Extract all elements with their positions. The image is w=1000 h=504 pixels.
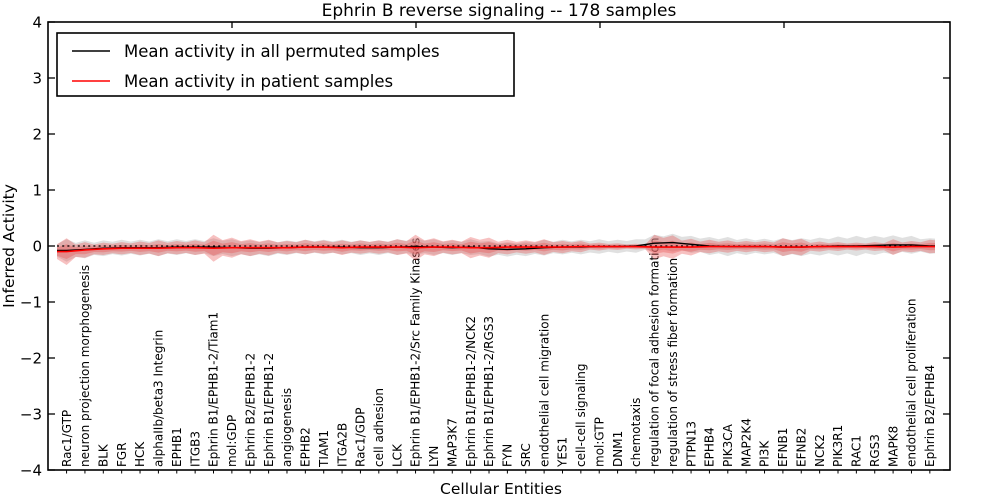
x-category-label: DNM1 — [611, 431, 625, 467]
y-tick-label: −3 — [20, 406, 42, 424]
x-category-label: SRC — [519, 443, 533, 467]
x-category-label: Ephrin B1/EPHB1-2/NCK2 — [464, 316, 478, 467]
x-category-label: EPHB2 — [299, 427, 313, 467]
x-category-label: Ephrin B1/EPHB1-2 — [262, 353, 276, 467]
x-category-label: ITGB3 — [188, 431, 202, 467]
y-tick-labels: 4 3 2 1 0 −1 −2 −3 −4 — [20, 14, 42, 480]
legend-label-patient: Mean activity in patient samples — [124, 72, 393, 91]
x-category-label: neuron projection morphogenesis — [78, 265, 92, 467]
x-category-label: NCK2 — [813, 434, 827, 467]
x-category-label: ITGA2B — [335, 423, 349, 467]
x-category-label: angiogenesis — [280, 388, 294, 467]
x-category-label: PIK3R1 — [831, 425, 845, 467]
x-category-label: Rac1/GDP — [354, 408, 368, 467]
x-category-label: Ephrin B2/EPHB1-2 — [243, 353, 257, 467]
x-category-label: Ephrin B1/EPHB1-2/RGS3 — [482, 316, 496, 467]
y-tick-label: −4 — [20, 462, 42, 480]
x-category-label: Rac1/GTP — [60, 410, 74, 467]
x-category-label: Ephrin B1/EPHB1-2/Src Family Kinases — [409, 238, 423, 467]
x-category-label: EPHB4 — [703, 427, 717, 467]
y-axis-label: Inferred Activity — [0, 184, 18, 308]
x-category-label: MAP2K4 — [739, 418, 753, 467]
legend-box — [56, 32, 515, 97]
x-category-label: mol:GTP — [592, 417, 606, 467]
x-category-label: EFNB2 — [795, 428, 809, 467]
chart-title: Ephrin B reverse signaling -- 178 sample… — [322, 1, 677, 21]
x-category-label: PIK3CA — [721, 423, 735, 467]
legend-label-permuted: Mean activity in all permuted samples — [124, 42, 440, 61]
x-category-labels: Rac1/GTP neuron projection morphogenesis B… — [60, 238, 937, 468]
x-category-label: cell adhesion — [372, 388, 386, 467]
x-category-label: Ephrin B1/EPHB1-2/Tiam1 — [207, 312, 221, 467]
x-category-label: endothelial cell migration — [537, 314, 551, 467]
mean-lines — [57, 241, 935, 253]
x-category-label: cell-cell signaling — [574, 364, 588, 468]
x-category-label: LYN — [427, 446, 441, 467]
x-category-label: Ephrin B2/EPHB4 — [923, 365, 937, 467]
x-category-label: endothelial cell proliferation — [905, 299, 919, 467]
x-category-label: YES1 — [556, 437, 570, 468]
y-tick-label: 3 — [32, 70, 42, 88]
x-category-label: PI3K — [758, 440, 772, 467]
x-category-label: regulation of focal adhesion formation — [648, 238, 662, 467]
x-category-label: mol:GDP — [225, 415, 239, 467]
y-tick-label: −1 — [20, 294, 42, 312]
x-category-label: EPHB1 — [170, 427, 184, 467]
y-tick-label: 2 — [32, 126, 42, 144]
plot-frame — [47, 21, 951, 471]
x-category-label: MAP3K7 — [446, 418, 460, 467]
x-category-label: MAPK8 — [886, 426, 900, 467]
y-tick-label: 1 — [32, 182, 42, 200]
x-category-label: FGR — [115, 442, 129, 467]
y-tick-label: 4 — [32, 14, 42, 32]
legend: Mean activity in all permuted samples Me… — [56, 32, 515, 97]
x-category-label: PTPN13 — [684, 421, 698, 467]
x-category-label: regulation of stress fiber formation — [666, 258, 680, 467]
x-category-label: LCK — [390, 443, 404, 467]
x-axis-label: Cellular Entities — [440, 480, 562, 498]
x-category-label: EFNB1 — [776, 428, 790, 467]
x-category-label: FYN — [501, 444, 515, 467]
x-category-label: BLK — [97, 443, 111, 467]
x-category-label: HCK — [133, 441, 147, 467]
x-category-label: RGS3 — [868, 434, 882, 467]
x-category-label: alphaIIb/beta3 Integrin — [152, 330, 166, 467]
x-category-label: RAC1 — [850, 435, 864, 467]
y-tick-label: 0 — [32, 238, 42, 256]
x-category-label: TIAM1 — [317, 430, 331, 468]
patient-mean-line — [57, 245, 935, 253]
y-tick-label: −2 — [20, 350, 42, 368]
patient-distribution-band — [57, 234, 935, 265]
x-category-label: chemotaxis — [629, 398, 643, 467]
